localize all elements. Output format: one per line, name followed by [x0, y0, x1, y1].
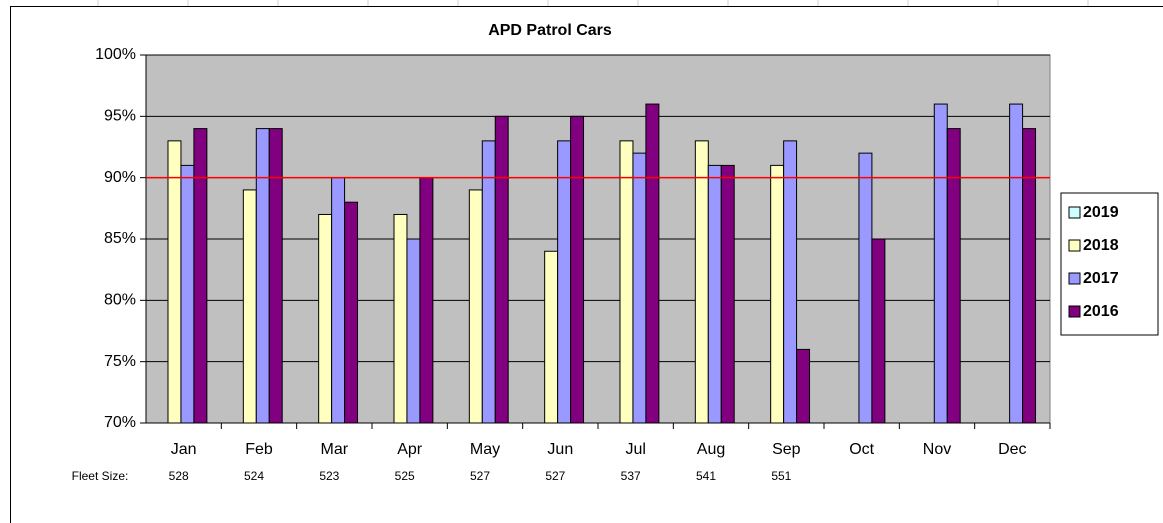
bar [344, 201, 359, 424]
x-tick-label: Oct [849, 441, 874, 458]
fleet-size: 527 [470, 469, 490, 483]
bar [393, 213, 408, 424]
legend-swatch [1068, 272, 1081, 285]
bar [796, 348, 811, 424]
y-tick-label: 70% [104, 414, 136, 431]
bar [707, 164, 722, 424]
bar [494, 115, 509, 424]
bar [268, 128, 283, 424]
x-tick-label: Jun [547, 441, 573, 458]
y-tick-label: 75% [104, 353, 136, 370]
bar [468, 189, 483, 424]
bar [419, 177, 434, 424]
bar [481, 140, 496, 424]
bar [1022, 128, 1037, 424]
y-tick-label: 90% [104, 169, 136, 186]
x-tick-label: Sep [772, 441, 801, 458]
bar [331, 177, 346, 424]
fleet-size-label: Fleet Size: [72, 469, 129, 483]
bar [180, 164, 195, 424]
bar [193, 128, 208, 424]
bar [632, 152, 647, 424]
bar [242, 189, 257, 424]
fleet-size: 528 [169, 469, 189, 483]
bar [770, 164, 785, 424]
bar [167, 140, 182, 424]
bar [255, 128, 270, 424]
bar [1009, 103, 1024, 424]
x-tick-label: Aug [697, 441, 725, 458]
bar [570, 115, 585, 424]
bar [858, 152, 873, 424]
legend-swatch [1068, 206, 1081, 219]
fleet-size: 527 [545, 469, 565, 483]
x-tick-label: Jan [171, 441, 197, 458]
x-tick-label: May [470, 441, 500, 458]
bar [933, 103, 948, 424]
bar [544, 250, 559, 424]
fleet-size: 551 [771, 469, 791, 483]
bar [557, 140, 572, 424]
y-tick-label: 100% [95, 46, 136, 63]
y-tick-label: 85% [104, 230, 136, 247]
bar [619, 140, 634, 424]
legend-label: 2016 [1083, 303, 1119, 320]
fleet-size: 525 [395, 469, 415, 483]
legend-swatch [1068, 239, 1081, 252]
bar [318, 213, 333, 424]
bar [946, 128, 961, 424]
fleet-size: 537 [621, 469, 641, 483]
x-tick-label: Mar [321, 441, 349, 458]
x-tick-label: Dec [998, 441, 1026, 458]
legend-label: 2019 [1083, 204, 1119, 221]
bar [720, 164, 735, 424]
bar [871, 238, 886, 424]
x-tick-label: Apr [397, 441, 423, 458]
fleet-size: 523 [319, 469, 339, 483]
x-tick-label: Nov [923, 441, 951, 458]
legend-label: 2017 [1083, 270, 1119, 287]
x-tick-label: Feb [245, 441, 273, 458]
fleet-size: 541 [696, 469, 716, 483]
legend-swatch [1068, 305, 1081, 318]
y-tick-label: 80% [104, 292, 136, 309]
bar [783, 140, 798, 424]
bar [645, 103, 660, 424]
y-tick-label: 95% [104, 108, 136, 125]
sheet-grid [97, 0, 1089, 6]
x-tick-label: Jul [625, 441, 645, 458]
legend-label: 2018 [1083, 237, 1119, 254]
bar [406, 238, 421, 424]
chart-title: APD Patrol Cars [488, 22, 612, 39]
bar [694, 140, 709, 424]
fleet-size: 524 [244, 469, 264, 483]
